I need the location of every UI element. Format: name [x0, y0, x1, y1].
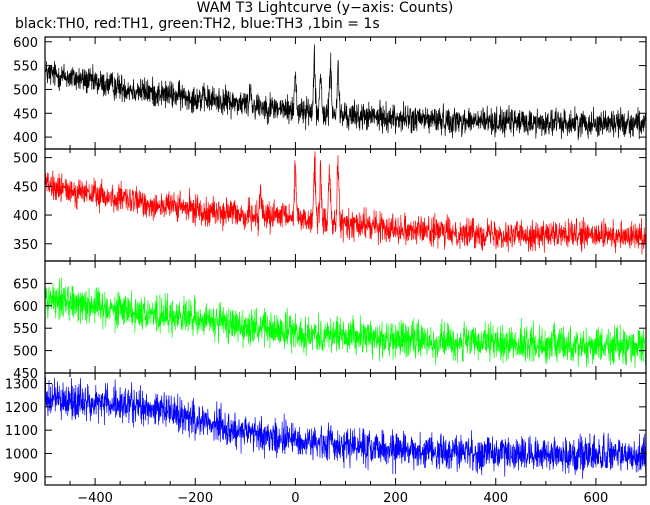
y-tick-label: 650 [13, 277, 38, 292]
y-tick-label: 400 [13, 131, 38, 146]
chart-subtitle: black:TH0, red:TH1, green:TH2, blue:TH3 … [15, 16, 380, 32]
y-tick-label: 400 [13, 209, 38, 224]
y-tick-label: 1300 [5, 378, 38, 393]
y-tick-label: 600 [13, 36, 38, 51]
y-tick-label: 450 [13, 367, 38, 382]
series-line-th2 [45, 277, 646, 368]
y-tick-label: 550 [13, 322, 38, 337]
y-tick-label: 900 [13, 471, 38, 486]
panel-frame-th1 [44, 148, 647, 262]
panel-frame-th3 [44, 372, 647, 486]
y-tick-label: 500 [13, 152, 38, 167]
x-tick-label: 200 [383, 491, 408, 505]
y-tick-label: 450 [13, 107, 38, 122]
series-line-th0 [45, 44, 646, 141]
y-tick-label: 500 [13, 83, 38, 98]
y-tick-label: 450 [13, 180, 38, 195]
x-tick-label: 600 [584, 491, 609, 505]
series-line-th1 [45, 151, 646, 255]
x-tick-label: −200 [177, 491, 213, 505]
y-tick-label: 500 [13, 345, 38, 360]
y-tick-label: 1200 [5, 401, 38, 416]
y-tick-label: 600 [13, 300, 38, 315]
y-tick-label: 1000 [5, 448, 38, 463]
x-tick-label: −400 [77, 491, 113, 505]
x-tick-label: 400 [483, 491, 508, 505]
series-line-th3 [45, 376, 646, 479]
y-tick-label: 1100 [5, 424, 38, 439]
y-tick-label: 350 [13, 238, 38, 253]
y-tick-label: 550 [13, 60, 38, 75]
x-tick-label: 0 [291, 491, 299, 505]
chart-title: WAM T3 Lightcurve (y−axis: Counts) [196, 0, 454, 16]
